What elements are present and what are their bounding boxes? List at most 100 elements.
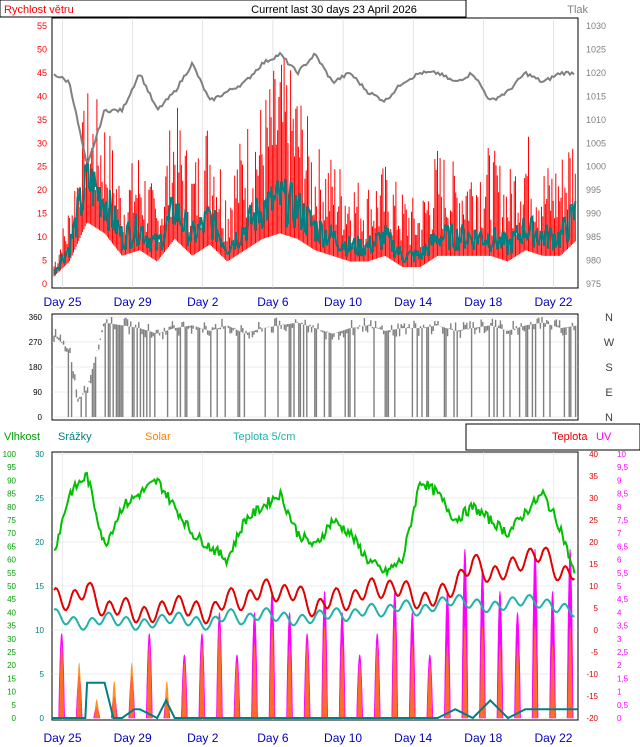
temperature-series: [53, 546, 576, 625]
pressure-label: Tlak: [567, 4, 588, 16]
temperature-tick-label: -5: [591, 648, 599, 657]
wind-tick-label: 45: [37, 68, 47, 78]
pressure-tick-label: 990: [586, 209, 601, 219]
humidity-tick-label: 20: [7, 661, 16, 670]
uv-tick-label: 8: [617, 503, 622, 512]
direction-tick-label: 0: [38, 413, 43, 422]
uv-tick-label: 7,5: [617, 516, 629, 525]
uv-tick-label: 6: [617, 556, 622, 565]
humidity-tick-label: 75: [7, 516, 16, 525]
climate-series: [52, 471, 578, 720]
rain-label: Srážky: [58, 431, 92, 443]
temperature-tick-label: 25: [589, 516, 598, 525]
uv-tick-label: 2: [617, 661, 622, 670]
wind-tick-label: 40: [37, 91, 47, 101]
uv-tick-label: 3: [617, 635, 622, 644]
rain-tick-label: 25: [35, 494, 44, 503]
uv-tick-label: 1,5: [617, 674, 629, 683]
wind-tick-label: 35: [37, 115, 47, 125]
wind-tick-label: 5: [42, 256, 47, 266]
temperature-label: Teplota: [552, 431, 588, 443]
temperature-tick-label: -15: [586, 692, 598, 701]
direction-tick-label: 90: [33, 388, 42, 397]
compass-axis: N W S E N: [604, 312, 615, 424]
soil-temperature-series: [53, 593, 575, 631]
humidity-tick-label: 30: [7, 635, 16, 644]
direction-tick-label: 270: [29, 338, 43, 347]
pressure-series: [53, 51, 575, 165]
humidity-tick-label: 95: [7, 463, 16, 472]
temperature-tick-label: 30: [589, 494, 598, 503]
humidity-tick-label: 15: [7, 674, 16, 683]
humidity-tick-label: 45: [7, 595, 16, 604]
date-tick-label: Day 14: [394, 295, 432, 309]
uv-tick-label: 6,5: [617, 542, 629, 551]
humidity-tick-label: 70: [7, 529, 16, 538]
chart-title: Current last 30 days 23 April 2026: [251, 4, 417, 16]
wind-speed-axis: 0 5 10 15 20 25 30 35 40 45 50 55: [37, 21, 47, 289]
temperature-tick-label: 15: [589, 560, 598, 569]
date-tick-label: Day 25: [44, 295, 82, 309]
pressure-tick-label: 980: [586, 256, 601, 266]
humidity-label: Vlhkost: [4, 431, 40, 443]
humidity-tick-label: 25: [7, 648, 16, 657]
humidity-tick-label: 90: [7, 476, 16, 485]
temperature-tick-label: 0: [594, 626, 599, 635]
direction-axis: 0 90 180 270 360: [29, 313, 43, 422]
wind-date-axis: Day 25 Day 29 Day 2 Day 6 Day 10 Day 14 Day 18…: [44, 295, 573, 309]
compass-label: W: [604, 337, 615, 349]
uv-tick-label: 5,5: [617, 569, 629, 578]
humidity-tick-label: 85: [7, 490, 16, 499]
rain-tick-label: 30: [35, 450, 44, 459]
rain-axis: 0 5 10 15 20 25 30: [35, 450, 44, 723]
humidity-tick-label: 50: [7, 582, 16, 591]
wind-tick-label: 10: [37, 232, 47, 242]
humidity-tick-label: 10: [7, 688, 16, 697]
temperature-tick-label: -20: [586, 714, 598, 723]
temperature-tick-label: 10: [589, 582, 598, 591]
pressure-tick-label: 1030: [586, 21, 606, 31]
uv-tick-label: 10: [617, 450, 626, 459]
date-tick-label: Day 22: [534, 295, 572, 309]
date-tick-label: Day 18: [464, 731, 502, 745]
wind-tick-label: 20: [37, 185, 47, 195]
date-tick-label: Day 6: [257, 731, 289, 745]
pressure-tick-label: 1000: [586, 162, 606, 172]
wind-tick-label: 50: [37, 44, 47, 54]
wind-tick-label: 0: [42, 279, 47, 289]
temperature-tick-label: 40: [589, 450, 598, 459]
pressure-tick-label: 1025: [586, 44, 606, 54]
humidity-series: [53, 471, 576, 579]
compass-label: S: [605, 362, 612, 374]
pressure-tick-label: 1020: [586, 68, 606, 78]
date-tick-label: Day 25: [44, 731, 82, 745]
pressure-tick-label: 1015: [586, 91, 606, 101]
temperature-tick-label: 35: [589, 472, 598, 481]
uv-tick-label: 8,5: [617, 490, 629, 499]
wind-direction-series: [53, 317, 577, 417]
humidity-tick-label: 5: [12, 701, 17, 710]
humidity-tick-label: 35: [7, 622, 16, 631]
uv-tick-label: 4: [617, 608, 622, 617]
pressure-tick-label: 985: [586, 232, 601, 242]
uv-tick-label: 1: [617, 688, 622, 697]
solar-label: Solar: [145, 431, 171, 443]
date-tick-label: Day 29: [114, 731, 152, 745]
direction-series: [53, 317, 577, 417]
date-tick-label: Day 6: [257, 295, 289, 309]
date-tick-label: Day 22: [534, 731, 572, 745]
humidity-axis: 0 5 10 15 20 25 30 35 40 45 50 55 60 65 70 75 80 85 90 95 10…: [3, 450, 17, 723]
uv-tick-label: 0: [617, 714, 622, 723]
pressure-tick-label: 975: [586, 279, 601, 289]
temperature-tick-label: 5: [594, 604, 599, 613]
humidity-tick-label: 80: [7, 503, 16, 512]
rain-tick-label: 20: [35, 538, 44, 547]
uv-axis: 0 0,5 1 1,5 2 2,5 3 3,5 4 4,5 5 5,5 6 6,5 7 7,5 8 8,5 9 9,5…: [617, 450, 629, 723]
date-tick-label: Day 10: [324, 295, 362, 309]
pressure-tick-label: 1005: [586, 138, 606, 148]
direction-tick-label: 360: [29, 313, 43, 322]
uv-tick-label: 4,5: [617, 595, 629, 604]
climate-date-axis: Day 25 Day 29 Day 2 Day 6 Day 10 Day 14 Day 18…: [44, 731, 573, 745]
uv-tick-label: 9,5: [617, 463, 629, 472]
